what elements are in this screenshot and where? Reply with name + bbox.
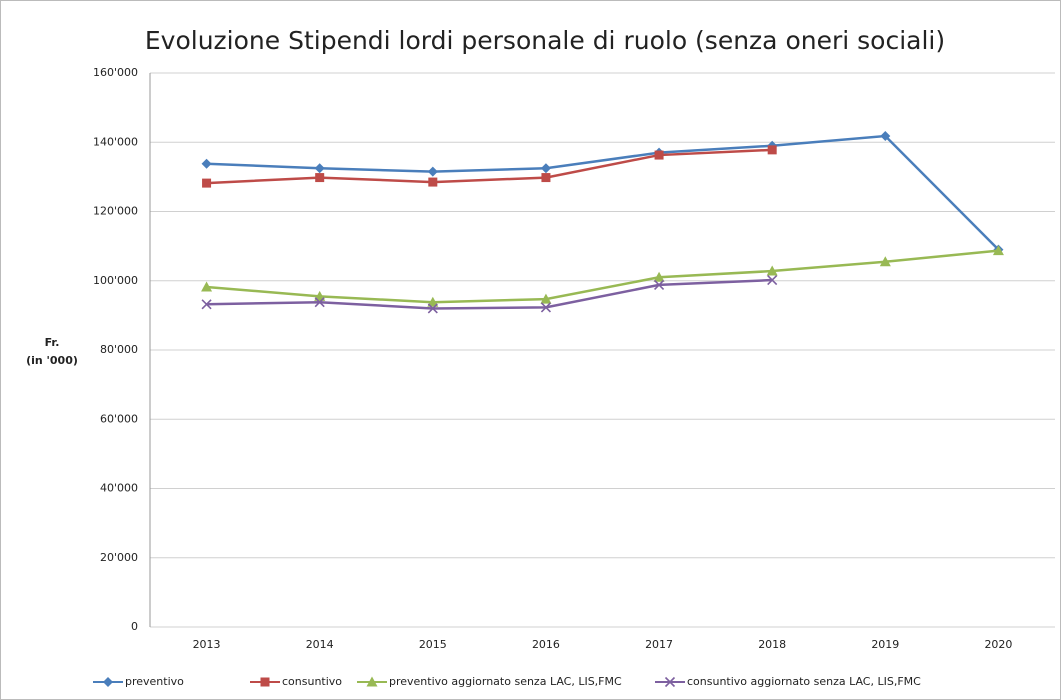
y-tick-label: 100'000 [93,274,138,287]
series-line [206,134,1000,251]
marker [540,302,552,313]
marker [653,271,665,282]
marker [427,296,439,307]
marker [664,676,676,688]
marker [201,158,212,169]
marker [654,150,664,160]
marker [540,293,552,304]
legend-label: consuntivo aggiornato senza LAC, LIS,FMC [687,675,921,688]
marker [201,281,213,292]
x-tick-label: 2013 [193,638,221,651]
marker [201,299,212,310]
marker [653,279,665,290]
chart-title: Evoluzione Stipendi lordi personale di r… [145,26,945,55]
x-tick-label: 2018 [758,638,786,651]
marker [260,677,270,687]
x-tick-label: 2020 [984,638,1012,651]
x-tick-label: 2017 [645,638,673,651]
marker [366,676,378,687]
y-axis-label: (in '000) [26,354,78,367]
x-tick-label: 2015 [419,638,447,651]
y-tick-label: 40'000 [100,482,138,495]
marker [427,303,438,314]
y-tick-label: 80'000 [100,343,138,356]
y-tick-label: 160'000 [93,66,138,79]
y-tick-label: 120'000 [93,205,138,218]
legend-label: preventivo [125,675,184,688]
marker [767,145,777,155]
series-line [206,278,773,310]
x-tick-label: 2019 [871,638,899,651]
marker [766,265,778,276]
x-tick-label: 2016 [532,638,560,651]
y-axis-label: Fr. [45,336,60,349]
marker [879,256,891,267]
x-tick-label: 2014 [306,638,334,651]
marker [314,290,326,301]
marker [314,297,325,308]
marker [315,173,325,183]
legend-label: consuntivo [282,675,342,688]
y-tick-label: 20'000 [100,551,138,564]
marker [103,677,113,687]
marker [427,166,438,177]
y-tick-label: 140'000 [93,135,138,148]
marker [540,163,551,174]
marker [202,178,212,188]
series-line [206,148,773,185]
marker [314,163,325,174]
marker [992,245,1004,256]
marker [428,177,438,187]
legend-label: preventivo aggiornato senza LAC, LIS,FMC [389,675,622,688]
y-tick-label: 0 [131,620,138,633]
marker [880,131,891,142]
series-line [206,249,999,304]
y-tick-label: 60'000 [100,412,138,425]
marker [767,274,778,286]
marker [541,173,551,183]
